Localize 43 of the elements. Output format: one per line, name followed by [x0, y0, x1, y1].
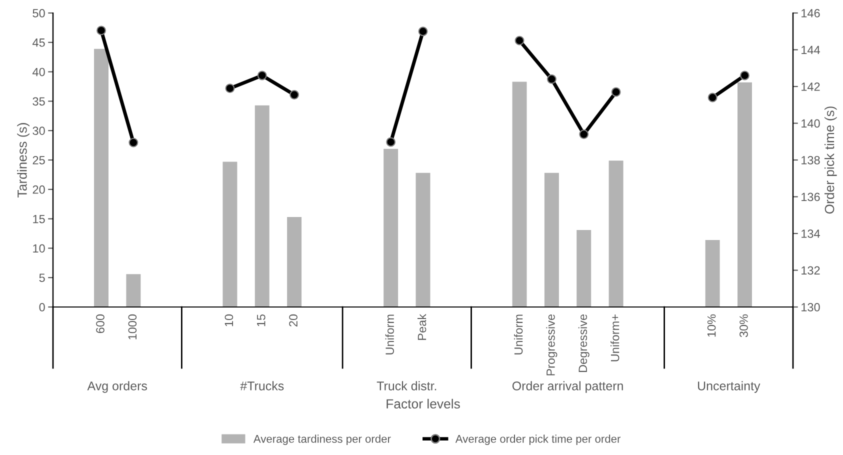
- y-tick-label: 45: [32, 38, 45, 47]
- y-tick-label: 40: [32, 68, 45, 76]
- y-tick-label: 50: [32, 9, 45, 18]
- x-tick-label: 30%: [740, 314, 748, 338]
- y2-tick-label: 144: [802, 46, 820, 54]
- y-tick-label: 0: [39, 303, 45, 312]
- x-tick-label: 15: [257, 314, 266, 326]
- y2-tick-label: 132: [802, 266, 820, 275]
- y2-tick-label: 130: [802, 303, 820, 312]
- x-tick-label: Degressive: [578, 314, 590, 372]
- y-tick-label: 10: [33, 244, 45, 253]
- text: Uncertainty: [698, 381, 760, 393]
- y-tick-label: 35: [32, 97, 45, 106]
- x-tick-label: Uniform+: [610, 314, 620, 362]
- legend-label: Average order pick time per order: [455, 434, 621, 445]
- x-tick-label: Uniform: [385, 314, 394, 354]
- x-tick-label: 600: [96, 314, 104, 334]
- text: Avg orders: [87, 381, 148, 393]
- x-tick-label: 10%: [707, 314, 716, 337]
- y-tick-label: 20: [32, 185, 45, 194]
- y2-tick-label: 146: [802, 9, 820, 18]
- x-tick-label: Peak: [417, 314, 426, 340]
- x-axis-title: Factor levels: [386, 398, 460, 409]
- y-axis-title: Tardiness (s): [17, 123, 30, 198]
- text: Truck distr.: [376, 381, 436, 390]
- y-tick-label: 25: [32, 156, 45, 164]
- y2-axis-title: Order pick time (s): [824, 106, 837, 214]
- x-tick-label: Uniform: [514, 314, 523, 354]
- y2-tick-label: 140: [802, 119, 820, 128]
- x-tick-label: 20: [289, 314, 298, 326]
- y2-tick-label: 142: [802, 82, 820, 91]
- y2-tick-label: 134: [802, 230, 820, 238]
- y2-tick-label: 136: [802, 192, 820, 202]
- y-tick-label: 15: [33, 214, 45, 224]
- y-tick-label: 30: [32, 126, 45, 135]
- y2-tick-label: 138: [802, 156, 820, 164]
- x-tick-label: 10: [224, 314, 234, 326]
- text: Order arrival pattern: [512, 381, 623, 393]
- text: #Trucks: [240, 381, 284, 390]
- x-tick-label: 1000: [128, 314, 137, 340]
- y-tick-label: 5: [39, 274, 45, 282]
- legend-label: Average tardiness per order: [253, 434, 391, 445]
- x-tick-label: Progressive: [546, 314, 558, 376]
